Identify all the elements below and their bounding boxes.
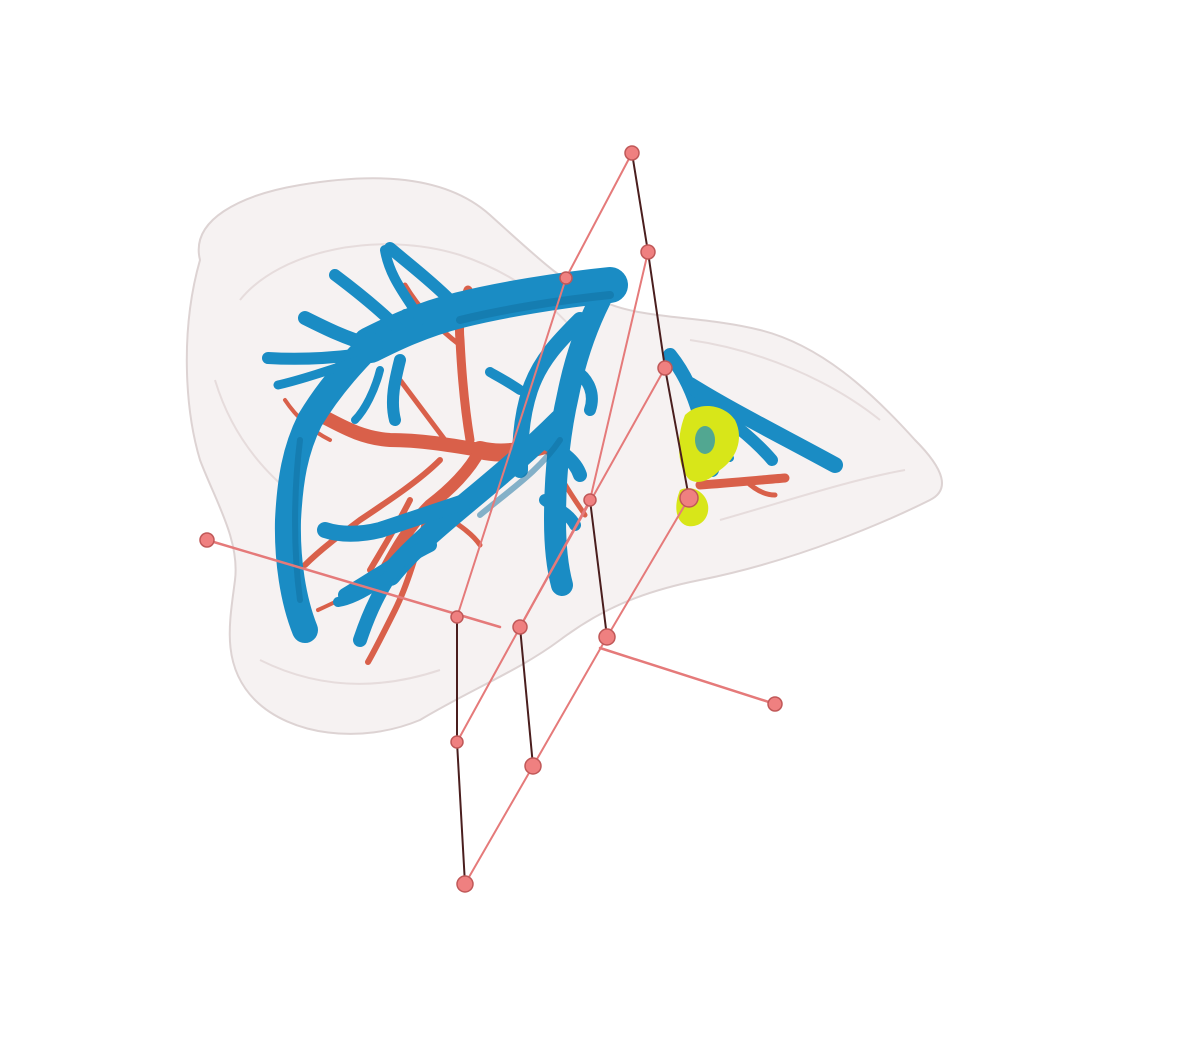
tumor-lesion — [676, 405, 740, 527]
portal-vein-shading — [292, 291, 614, 603]
control-handle[interactable] — [640, 244, 656, 260]
control-handle[interactable] — [583, 493, 597, 507]
control-handle[interactable] — [512, 619, 528, 635]
control-handle[interactable] — [450, 735, 464, 749]
axis-handle-right[interactable] — [767, 696, 783, 712]
control-handle[interactable] — [657, 360, 673, 376]
control-handle[interactable] — [450, 610, 464, 624]
cutting-plane — [205, 152, 777, 885]
control-handle-top[interactable] — [624, 145, 640, 161]
control-handle[interactable] — [524, 757, 542, 775]
control-handle[interactable] — [559, 271, 573, 285]
control-handle[interactable] — [598, 628, 616, 646]
control-handle[interactable] — [679, 488, 699, 508]
plane-handles[interactable] — [199, 145, 783, 893]
axis-handle-left[interactable] — [199, 532, 215, 548]
control-handle-bottom[interactable] — [456, 875, 474, 893]
